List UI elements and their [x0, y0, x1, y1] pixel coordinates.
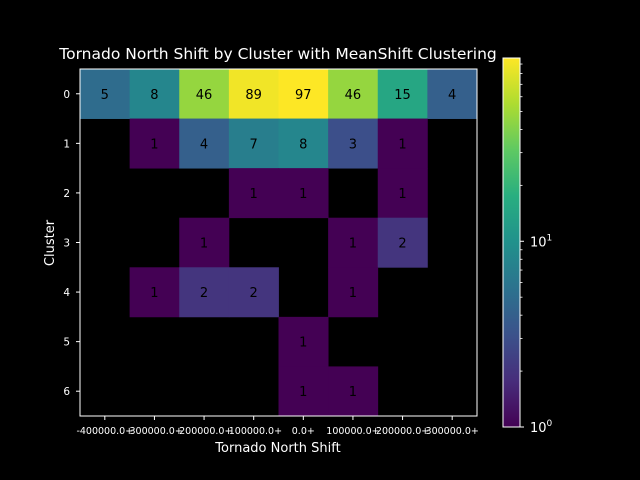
colorbar-tick-label: 100: [530, 419, 553, 436]
cell-value-label: 1: [150, 286, 158, 301]
cell-value-label: 1: [398, 187, 406, 202]
heatmap-cell: [278, 69, 329, 119]
heatmap-cell: [278, 168, 329, 219]
heatmap-cell: [278, 118, 329, 169]
cell-value-label: 4: [448, 88, 456, 103]
heatmap-cell: [80, 69, 131, 119]
cell-value-label: 15: [394, 88, 411, 103]
y-axis-label: Cluster: [43, 219, 58, 266]
y-tick-label: 0: [63, 89, 70, 101]
heatmap-cell: [377, 168, 428, 219]
cell-value-label: 1: [349, 286, 357, 301]
y-tick-label: 2: [63, 188, 70, 200]
cell-value-label: 2: [200, 286, 208, 301]
heatmap-cell: [228, 168, 279, 219]
cell-value-label: 8: [150, 88, 158, 103]
cell-value-label: 1: [299, 336, 307, 351]
heatmap-cells: [80, 69, 478, 417]
x-tick-label: -100000.0+: [225, 426, 282, 437]
x-axis-ticks: -400000.0+-300000.0+-200000.0+-100000.0+…: [76, 416, 479, 437]
x-axis-label: Tornado North Shift: [214, 441, 340, 456]
heatmap-cell: [129, 69, 180, 119]
heatmap-cell: [278, 366, 329, 417]
y-tick-label: 5: [63, 337, 70, 349]
x-tick-label: 200000.0+: [376, 426, 429, 437]
cell-value-label: 89: [245, 88, 262, 103]
y-tick-label: 3: [63, 237, 70, 249]
heatmap-cell: [377, 118, 428, 169]
cell-value-label: 2: [398, 236, 406, 251]
heatmap-cell: [179, 69, 230, 119]
x-tick-label: -400000.0+: [76, 426, 133, 437]
cell-value-label: 5: [101, 88, 109, 103]
heatmap-cell: [129, 118, 180, 169]
cell-value-label: 1: [349, 236, 357, 251]
cell-value-label: 1: [250, 187, 258, 202]
y-tick-label: 6: [63, 386, 70, 398]
heatmap-cell: [179, 217, 230, 268]
cell-value-label: 1: [299, 187, 307, 202]
cell-value-label: 97: [295, 88, 312, 103]
heatmap-cell: [228, 118, 279, 169]
heatmap-cell: [228, 267, 279, 318]
y-tick-label: 1: [63, 138, 70, 150]
y-tick-label: 4: [63, 287, 70, 299]
heatmap-cell: [328, 217, 379, 268]
colorbar-minor-ticks: [520, 63, 523, 372]
heatmap-cell: [328, 118, 379, 169]
heatmap-cell: [328, 69, 379, 119]
cell-value-label: 7: [250, 137, 258, 152]
heatmap-cell: [278, 316, 329, 367]
heatmap-cell-labels: 5 8 46 89 97 46 15 4 1 4 7 8 3 1 1 1 1 1 1 2 1 2 2 1 1 1 1: [101, 88, 457, 400]
cell-value-label: 8: [299, 137, 307, 152]
x-tick-label: -200000.0+: [176, 426, 233, 437]
cell-value-label: 1: [150, 137, 158, 152]
chart-title: Tornado North Shift by Cluster with Mean…: [58, 45, 497, 63]
heatmap-cell: [377, 217, 428, 268]
heatmap-cell: [179, 118, 230, 169]
cell-value-label: 3: [349, 137, 357, 152]
colorbar-tick-base: 10: [530, 235, 547, 250]
colorbar-tick-base: 10: [530, 421, 547, 436]
cell-value-label: 46: [345, 88, 362, 103]
heatmap-cell: [328, 267, 379, 318]
cell-value-label: 1: [349, 385, 357, 400]
x-tick-label: 100000.0+: [326, 426, 379, 437]
heatmap-cell: [328, 366, 379, 417]
cell-value-label: 1: [200, 236, 208, 251]
heatmap-cell: [179, 267, 230, 318]
cell-value-label: 46: [196, 88, 213, 103]
heatmap-cell: [377, 69, 428, 119]
colorbar-tick-exponent: 0: [547, 419, 553, 429]
x-tick-label: -300000.0+: [126, 426, 183, 437]
colorbar-tick-label: 101: [530, 233, 552, 250]
cell-value-label: 1: [398, 137, 406, 152]
colorbar-tick-exponent: 1: [547, 233, 553, 243]
heatmap-cell: [228, 69, 279, 119]
cell-value-label: 2: [250, 286, 258, 301]
colorbar-gradient: [502, 57, 521, 428]
cell-value-label: 4: [200, 137, 208, 152]
heatmap-cell: [427, 69, 478, 119]
cell-value-label: 1: [299, 385, 307, 400]
y-axis-ticks: 0 1 2 3 4 5 6: [63, 89, 80, 398]
x-tick-label: 0.0+: [292, 426, 315, 437]
x-tick-label: 300000.0+: [426, 426, 479, 437]
heatmap-cell: [129, 267, 180, 318]
